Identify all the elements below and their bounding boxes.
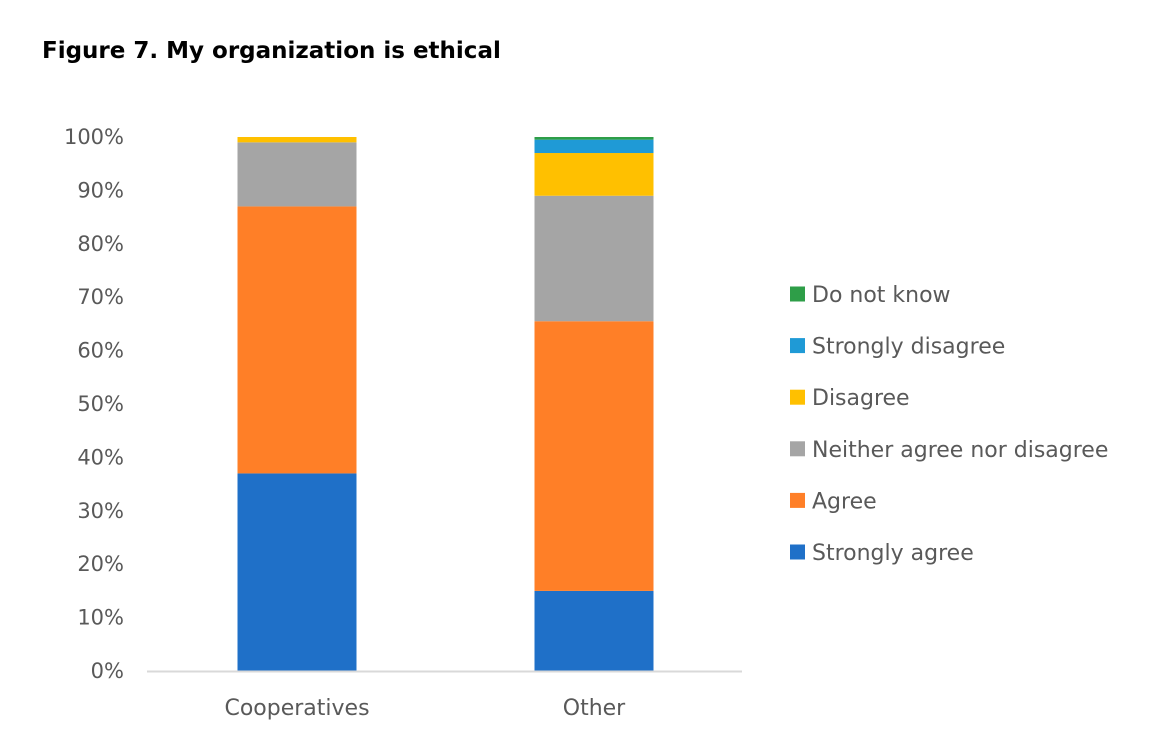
legend-entry: Strongly agree — [790, 541, 974, 566]
bar-segment — [237, 206, 357, 474]
bar-segment — [237, 473, 357, 671]
legend-entry: Strongly disagree — [790, 335, 1005, 360]
bar-segment — [534, 153, 654, 196]
legend-label: Neither agree nor disagree — [812, 438, 1108, 463]
y-tick-label: 50% — [77, 392, 124, 416]
legend-swatch — [790, 338, 805, 354]
y-tick-label: 70% — [77, 285, 124, 309]
legend-label: Strongly disagree — [812, 335, 1005, 360]
bar-segment — [534, 195, 654, 322]
legend-swatch — [790, 389, 805, 405]
y-tick-label: 90% — [77, 178, 124, 202]
bar-segment — [534, 321, 654, 591]
bar-segment — [534, 590, 654, 671]
bar-stacks — [237, 137, 654, 671]
x-tick-label: Cooperatives — [224, 696, 369, 721]
y-tick-label: 80% — [77, 232, 124, 256]
legend-swatch — [790, 492, 805, 508]
y-tick-label: 10% — [77, 606, 124, 630]
legend-swatch — [790, 441, 805, 457]
legend-swatch — [790, 544, 805, 560]
legend-entry: Neither agree nor disagree — [790, 438, 1108, 463]
legend: Do not know Strongly disagree Disagree Neit… — [790, 283, 1108, 566]
y-tick-label: 0% — [91, 659, 124, 683]
legend-label: Agree — [812, 489, 877, 514]
bar-stack — [534, 137, 654, 671]
legend-entry: Disagree — [790, 386, 910, 411]
y-axis-ticks: 0% 10% 20% 30% 40% 50% 60% 70% 80% 90% 100% — [64, 125, 124, 683]
legend-label: Strongly agree — [812, 541, 974, 566]
bar-stack — [237, 137, 357, 671]
y-tick-label: 30% — [77, 499, 124, 523]
x-tick-label: Other — [563, 696, 626, 721]
y-tick-label: 100% — [64, 125, 124, 149]
chart-title: Figure 7. My organization is ethical — [42, 38, 501, 64]
y-tick-label: 20% — [77, 552, 124, 576]
bar-segment — [237, 142, 357, 207]
y-tick-label: 60% — [77, 339, 124, 363]
legend-label: Do not know — [812, 283, 951, 308]
legend-swatch — [790, 286, 805, 302]
y-tick-label: 40% — [77, 445, 124, 469]
x-axis-labels: Cooperatives Other — [224, 696, 626, 721]
bar-segment — [534, 139, 654, 154]
legend-entry: Agree — [790, 489, 877, 514]
bar-segment — [534, 137, 654, 140]
bar-segment — [237, 137, 357, 143]
legend-label: Disagree — [812, 386, 910, 411]
legend-entry: Do not know — [790, 283, 951, 308]
